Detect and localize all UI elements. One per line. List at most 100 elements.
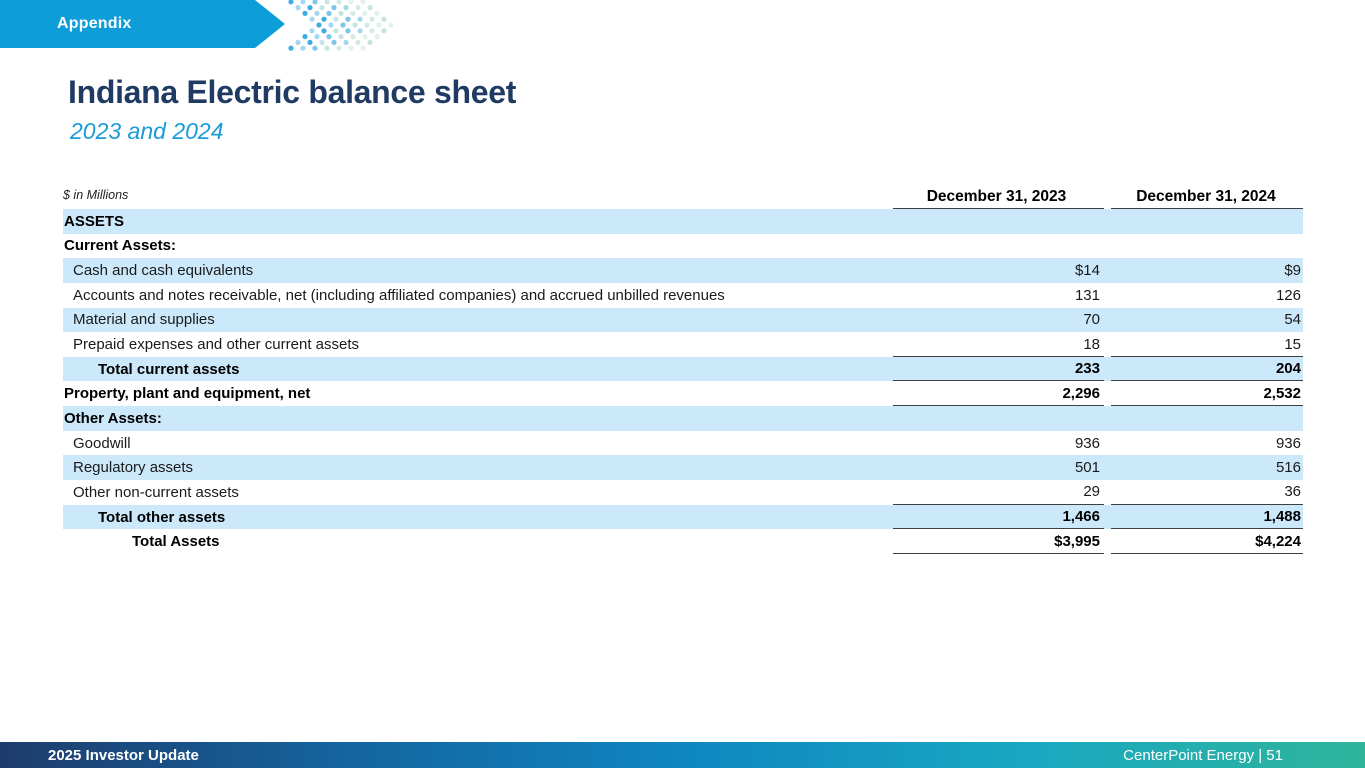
value-2024: 54	[1284, 311, 1301, 329]
column-gap	[1104, 431, 1111, 456]
decorative-dot	[316, 22, 322, 28]
decorative-dot	[364, 22, 370, 28]
table-row: Current Assets:	[63, 234, 1303, 259]
column-gap	[1104, 406, 1111, 431]
decorative-dot	[288, 0, 294, 5]
value-2023: $3,995	[893, 529, 1104, 554]
column-gap	[1104, 308, 1111, 333]
value-2023: 18	[893, 332, 1104, 357]
row-label: Current Assets:	[64, 237, 176, 255]
decorative-dot	[312, 0, 318, 5]
value-2024: 1,488	[1111, 505, 1303, 530]
value-2023: 936	[1074, 434, 1100, 452]
decorative-dot	[348, 0, 354, 5]
column-gap	[1104, 258, 1111, 283]
decorative-dot	[350, 34, 356, 40]
decorative-dot	[319, 5, 325, 11]
decorative-dot	[338, 34, 344, 40]
decorative-dot	[324, 45, 330, 51]
table-row: Regulatory assets 501 516	[63, 455, 1303, 481]
value-2023: 70	[1083, 311, 1100, 329]
column-header-2024: December 31, 2024	[1111, 185, 1303, 209]
table-row: Total current assets 233 204	[63, 356, 1303, 382]
value-2024: 36	[1111, 480, 1303, 505]
decorative-dot	[321, 28, 327, 34]
decorative-dot	[331, 5, 337, 11]
value-2023: 1,466	[893, 505, 1104, 530]
appendix-banner-label: Appendix	[57, 15, 132, 32]
value-2024: 2,532	[1111, 381, 1303, 407]
decorative-dot	[345, 28, 351, 34]
column-gap	[1104, 455, 1111, 480]
decorative-dot	[381, 28, 387, 34]
table-row: Material and supplies 70 54	[63, 307, 1303, 333]
column-gap	[1104, 381, 1111, 406]
footer-company-page-number: CenterPoint Energy | 51	[1123, 746, 1283, 764]
decorative-dot	[352, 22, 358, 28]
table-row: Other Assets:	[63, 406, 1303, 431]
value-2023	[893, 406, 1104, 431]
column-gap	[1104, 357, 1111, 382]
row-label: Total other assets	[98, 508, 226, 526]
value-2024: 204	[1111, 357, 1303, 382]
decorative-dot	[388, 22, 394, 28]
table-row: Other non-current assets 29 36	[63, 480, 1303, 505]
value-2024: $9	[1284, 262, 1301, 280]
table-row: Cash and cash equivalents $14 $9	[63, 258, 1303, 283]
value-2023: 29	[893, 480, 1104, 505]
value-2024: 936	[1275, 434, 1301, 452]
decorative-dot	[374, 34, 380, 40]
value-2023: 501	[1074, 459, 1100, 477]
footer-bar: 2025 Investor Update CenterPoint Energy …	[0, 742, 1365, 768]
value-2024: $4,224	[1111, 529, 1303, 554]
column-gap	[1104, 185, 1111, 209]
decorative-dot	[333, 28, 339, 34]
decorative-dot	[307, 5, 313, 11]
value-2023: 131	[1074, 286, 1100, 304]
column-gap	[1104, 480, 1111, 505]
row-label: Material and supplies	[73, 311, 215, 329]
decorative-dot	[345, 16, 351, 22]
value-2024: 15	[1111, 332, 1303, 357]
column-gap	[1104, 505, 1111, 530]
decorative-dot	[295, 5, 301, 11]
decorative-dot	[362, 34, 368, 40]
decorative-dot	[348, 45, 354, 51]
decorative-dot	[369, 28, 375, 34]
table-row: ASSETS	[63, 209, 1303, 234]
decorative-dot	[338, 10, 344, 16]
decorative-dot	[376, 22, 382, 28]
row-label: Cash and cash equivalents	[73, 262, 254, 280]
decorative-dot	[381, 16, 387, 22]
value-2023: 2,296	[893, 381, 1104, 407]
decorative-dot	[333, 16, 339, 22]
decorative-dot	[357, 28, 363, 34]
decorative-dot	[300, 45, 306, 51]
decorative-dot	[357, 16, 363, 22]
decorative-dot	[295, 39, 301, 46]
decorative-dot	[367, 39, 373, 46]
balance-sheet-table: $ in Millions December 31, 2023 December…	[63, 185, 1303, 554]
decorative-dot	[328, 22, 334, 28]
decorative-dot	[355, 39, 361, 46]
decorative-dot	[300, 0, 306, 5]
value-2024	[1111, 234, 1303, 259]
decorative-dot	[369, 16, 375, 22]
appendix-banner: Appendix	[0, 0, 285, 48]
decorative-dot	[343, 5, 349, 11]
row-label: Other non-current assets	[73, 483, 239, 501]
decorative-dot	[362, 10, 368, 16]
row-label: ASSETS	[64, 212, 125, 230]
table-row: Goodwill 936 936	[63, 431, 1303, 456]
decorative-dot	[326, 34, 332, 40]
decorative-dot	[340, 22, 346, 28]
decorative-dot	[374, 10, 380, 16]
value-2023	[893, 234, 1104, 259]
decorative-dot	[321, 16, 327, 22]
value-2024: 516	[1275, 459, 1301, 477]
row-label: Goodwill	[73, 434, 131, 452]
table-row: Total Assets $3,995 $4,224	[63, 529, 1303, 554]
value-2024	[1111, 209, 1303, 234]
column-gap	[1104, 234, 1111, 259]
